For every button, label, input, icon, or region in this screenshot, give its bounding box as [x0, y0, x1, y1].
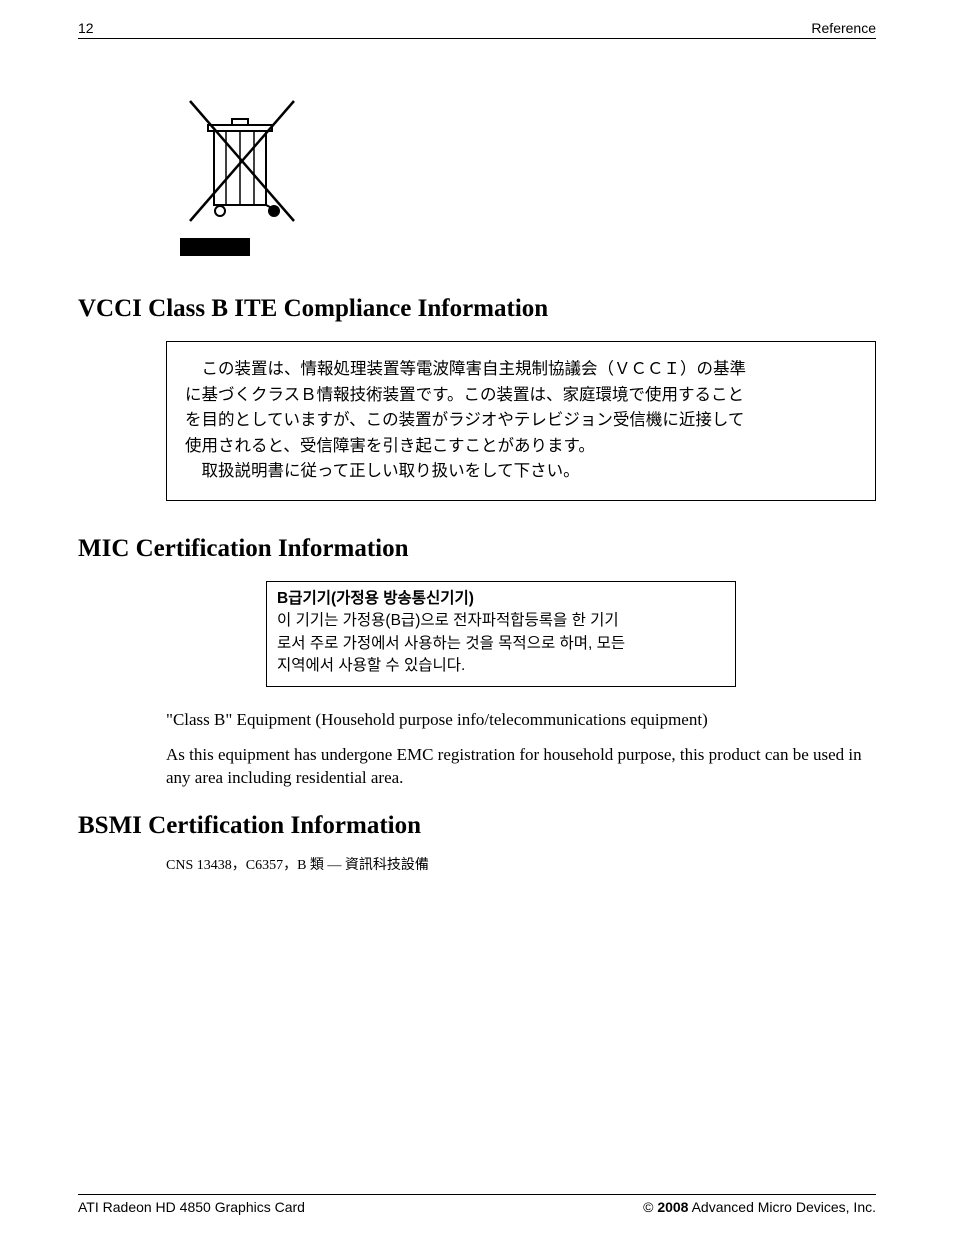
vcci-line: 取扱説明書に従って正しい取り扱いをして下さい。 [185, 458, 859, 484]
vcci-line: この装置は、情報処理装置等電波障害自主規制協議会（ＶＣＣＩ）の基準 [185, 356, 859, 382]
page-number: 12 [78, 20, 94, 36]
mic-body-text: "Class B" Equipment (Household purpose i… [166, 709, 876, 732]
weee-crossed-bin-icon [176, 87, 876, 267]
mic-box-line: 이 기기는 가정용(B급)으로 전자파적합등록을 한 기기 [277, 610, 725, 632]
mic-korean-notice: B급기기(가정용 방송통신기기) 이 기기는 가정용(B급)으로 전자파적합등록… [266, 581, 736, 687]
mic-heading: MIC Certification Information [78, 535, 876, 563]
footer-product: ATI Radeon HD 4850 Graphics Card [78, 1199, 305, 1215]
bsmi-text: CNS 13438，C6357，B 類 — 資訊科技設備 [166, 854, 876, 874]
mic-body-text: As this equipment has undergone EMC regi… [166, 744, 876, 790]
mic-box-title: B급기기(가정용 방송통신기기) [277, 588, 725, 610]
footer-copyright: © 2008 Advanced Micro Devices, Inc. [643, 1199, 876, 1215]
mic-box-line: 로서 주로 가정에서 사용하는 것을 목적으로 하며, 모든 [277, 633, 725, 655]
page-header: 12 Reference [78, 20, 876, 39]
vcci-line: を目的としていますが、この装置がラジオやテレビジョン受信機に近接して [185, 407, 859, 433]
vcci-line: に基づくクラスＢ情報技術装置です。この装置は、家庭環境で使用すること [185, 382, 859, 408]
vcci-heading: VCCI Class B ITE Compliance Information [78, 295, 876, 323]
vcci-line: 使用されると、受信障害を引き起こすことがあります。 [185, 433, 859, 459]
page-footer: ATI Radeon HD 4850 Graphics Card © 2008 … [78, 1194, 876, 1215]
section-label: Reference [811, 20, 876, 36]
vcci-japanese-notice: この装置は、情報処理装置等電波障害自主規制協議会（ＶＣＣＩ）の基準 に基づくクラ… [166, 341, 876, 501]
mic-box-line: 지역에서 사용할 수 있습니다. [277, 655, 725, 677]
bsmi-heading: BSMI Certification Information [78, 812, 876, 840]
